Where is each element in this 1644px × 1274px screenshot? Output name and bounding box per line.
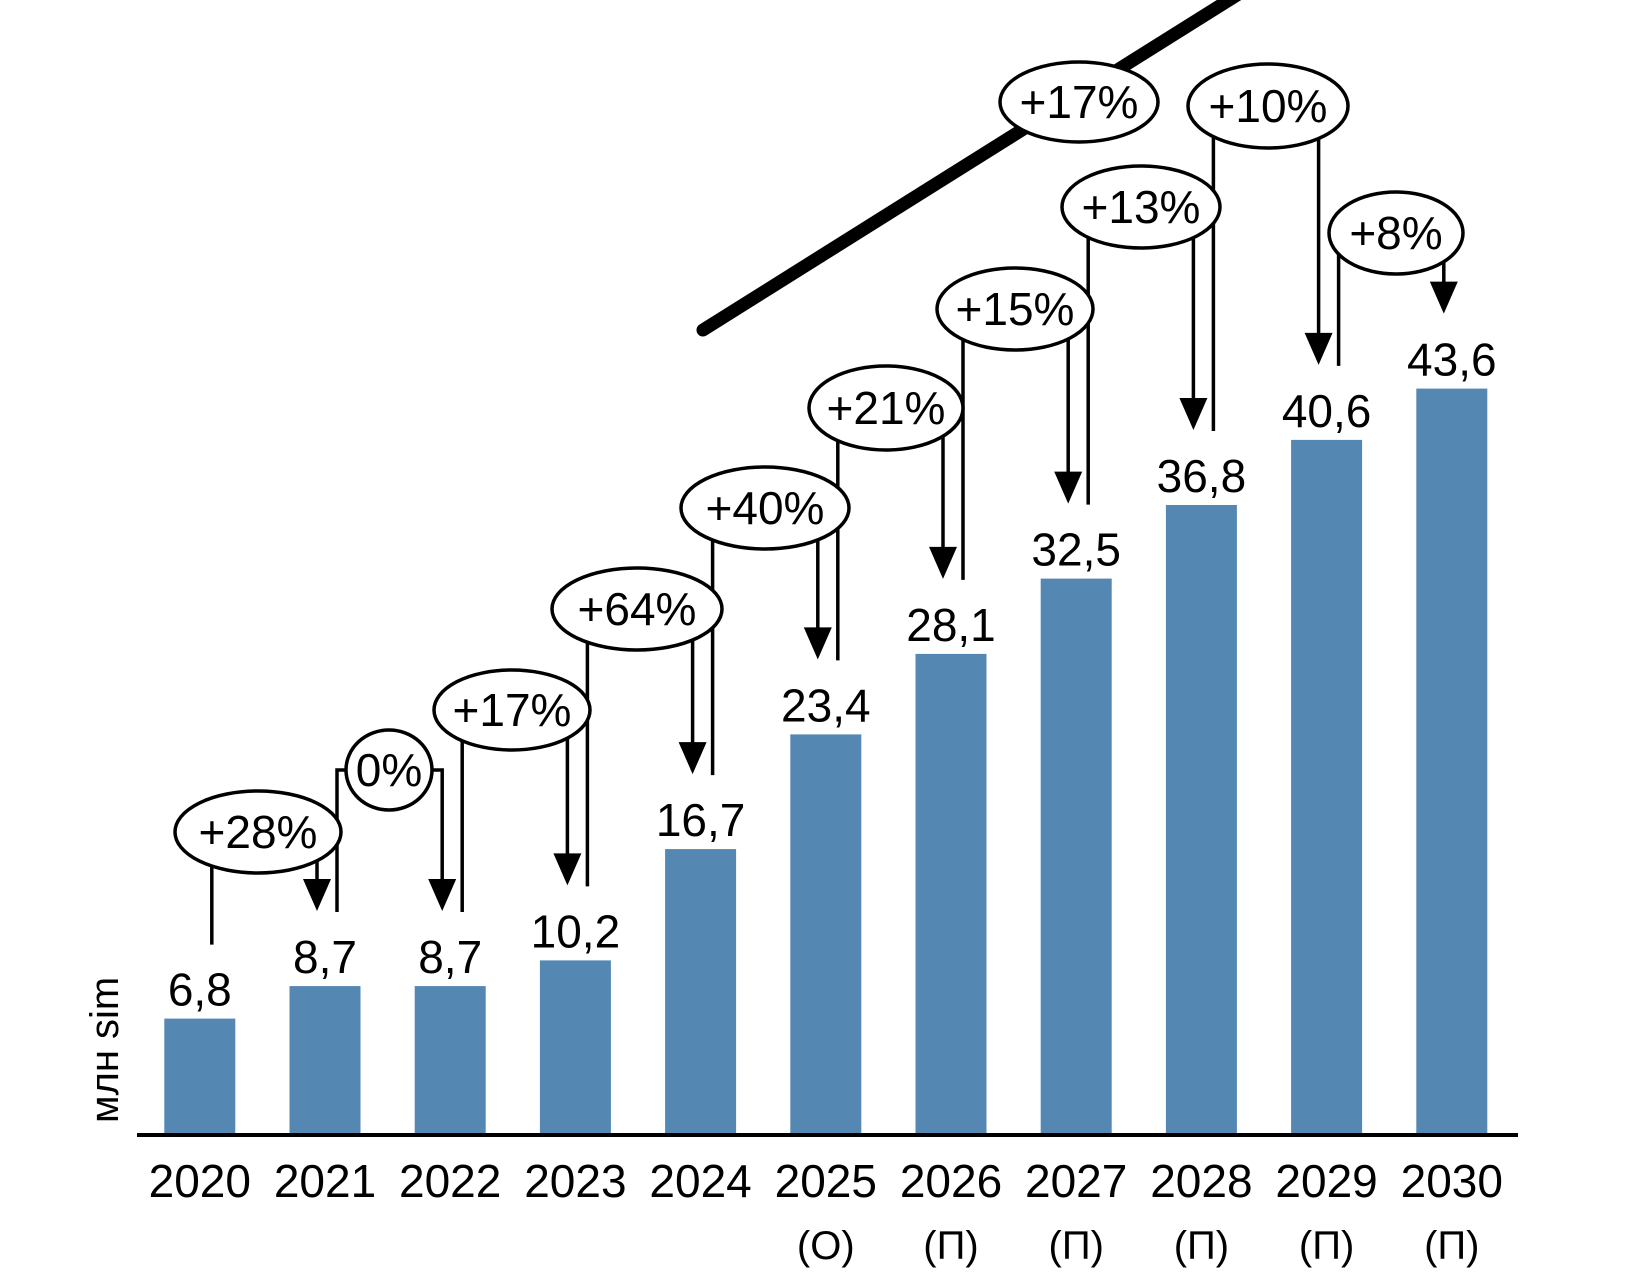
growth-connector-line xyxy=(1211,104,1268,431)
growth-arrowhead xyxy=(1304,332,1333,365)
growth-arrowhead xyxy=(1054,471,1083,504)
growth-badge xyxy=(1186,62,1350,150)
bar-value-label: 8,7 xyxy=(293,931,357,983)
x-tick-note: (О) xyxy=(797,1224,855,1268)
x-tick-note: (П) xyxy=(1049,1224,1104,1268)
bar-value-label: 23,4 xyxy=(781,679,871,731)
bar-2026 xyxy=(915,653,987,1135)
growth-arrowhead xyxy=(553,853,582,886)
bar-2025 xyxy=(790,734,862,1135)
growth-badge-label: 0% xyxy=(356,744,422,796)
growth-badge-label: +28% xyxy=(199,806,318,858)
bar-value-label: 28,1 xyxy=(906,599,996,651)
growth-arrowhead xyxy=(803,627,832,660)
x-tick-label: 2027 xyxy=(1025,1155,1127,1207)
bar-value-label: 10,2 xyxy=(531,905,621,957)
bar-2029 xyxy=(1291,439,1363,1135)
x-tick-label: 2030 xyxy=(1401,1155,1503,1207)
growth-badge-label: +21% xyxy=(827,382,946,434)
x-tick-label: 2025 xyxy=(775,1155,877,1207)
x-tick-note: (П) xyxy=(923,1224,978,1268)
growth-badge xyxy=(679,465,851,551)
growth-arrowhead xyxy=(1429,281,1458,314)
bar-2028 xyxy=(1165,505,1237,1135)
x-tick-label: 2026 xyxy=(900,1155,1002,1207)
growth-connector-line xyxy=(1086,205,1141,505)
bar-2024 xyxy=(665,849,737,1135)
growth-badge-label: +64% xyxy=(578,583,697,635)
x-tick-label: 2020 xyxy=(149,1155,251,1207)
bar-value-label: 36,8 xyxy=(1157,450,1247,502)
growth-badge xyxy=(344,728,434,812)
growth-arrowhead xyxy=(303,879,331,912)
growth-badge xyxy=(432,668,592,752)
bar-value-label: 8,7 xyxy=(418,931,482,983)
growth-badge xyxy=(1060,164,1222,250)
growth-arrowhead xyxy=(1179,397,1208,430)
x-tick-label: 2021 xyxy=(274,1155,376,1207)
x-tick-note: (П) xyxy=(1299,1224,1354,1268)
bar-2020 xyxy=(164,1018,236,1135)
bar-value-label: 16,7 xyxy=(656,794,746,846)
trend-badge xyxy=(998,60,1160,144)
growth-badge xyxy=(550,566,724,652)
bar-value-label: 6,8 xyxy=(168,964,232,1016)
growth-badge-label: +40% xyxy=(706,482,825,534)
x-tick-note: (П) xyxy=(1174,1224,1229,1268)
bar-2022 xyxy=(414,986,486,1135)
growth-arrowhead xyxy=(929,546,957,579)
growth-badge-label: +8% xyxy=(1349,207,1442,259)
growth-arrowhead xyxy=(678,742,707,775)
bar-2023 xyxy=(539,960,611,1135)
bar-value-label: 43,6 xyxy=(1407,334,1497,386)
x-tick-note: (П) xyxy=(1424,1224,1479,1268)
trend-badge-label: +17% xyxy=(1020,76,1139,128)
growth-badge xyxy=(1327,190,1465,276)
growth-badge-label: +15% xyxy=(956,283,1075,335)
growth-arrowhead xyxy=(428,879,457,912)
bar-value-label: 32,5 xyxy=(1031,524,1121,576)
growth-badge xyxy=(807,364,965,452)
growth-badge xyxy=(173,789,343,875)
growth-badge-label: +17% xyxy=(453,684,572,736)
x-tick-label: 2029 xyxy=(1275,1155,1377,1207)
x-tick-label: 2024 xyxy=(649,1155,751,1207)
bar-value-label: 40,6 xyxy=(1282,385,1372,437)
growth-badge xyxy=(935,266,1095,352)
x-tick-label: 2023 xyxy=(524,1155,626,1207)
bar-2021 xyxy=(289,986,361,1135)
y-unit-label: млн sim xyxy=(83,977,127,1123)
x-tick-label: 2022 xyxy=(399,1155,501,1207)
trend-line xyxy=(696,0,1242,337)
bar-2030 xyxy=(1416,388,1488,1136)
growth-badge-label: +10% xyxy=(1209,80,1328,132)
bar-2027 xyxy=(1040,578,1112,1135)
growth-badge-label: +13% xyxy=(1082,181,1201,233)
x-tick-label: 2028 xyxy=(1150,1155,1252,1207)
